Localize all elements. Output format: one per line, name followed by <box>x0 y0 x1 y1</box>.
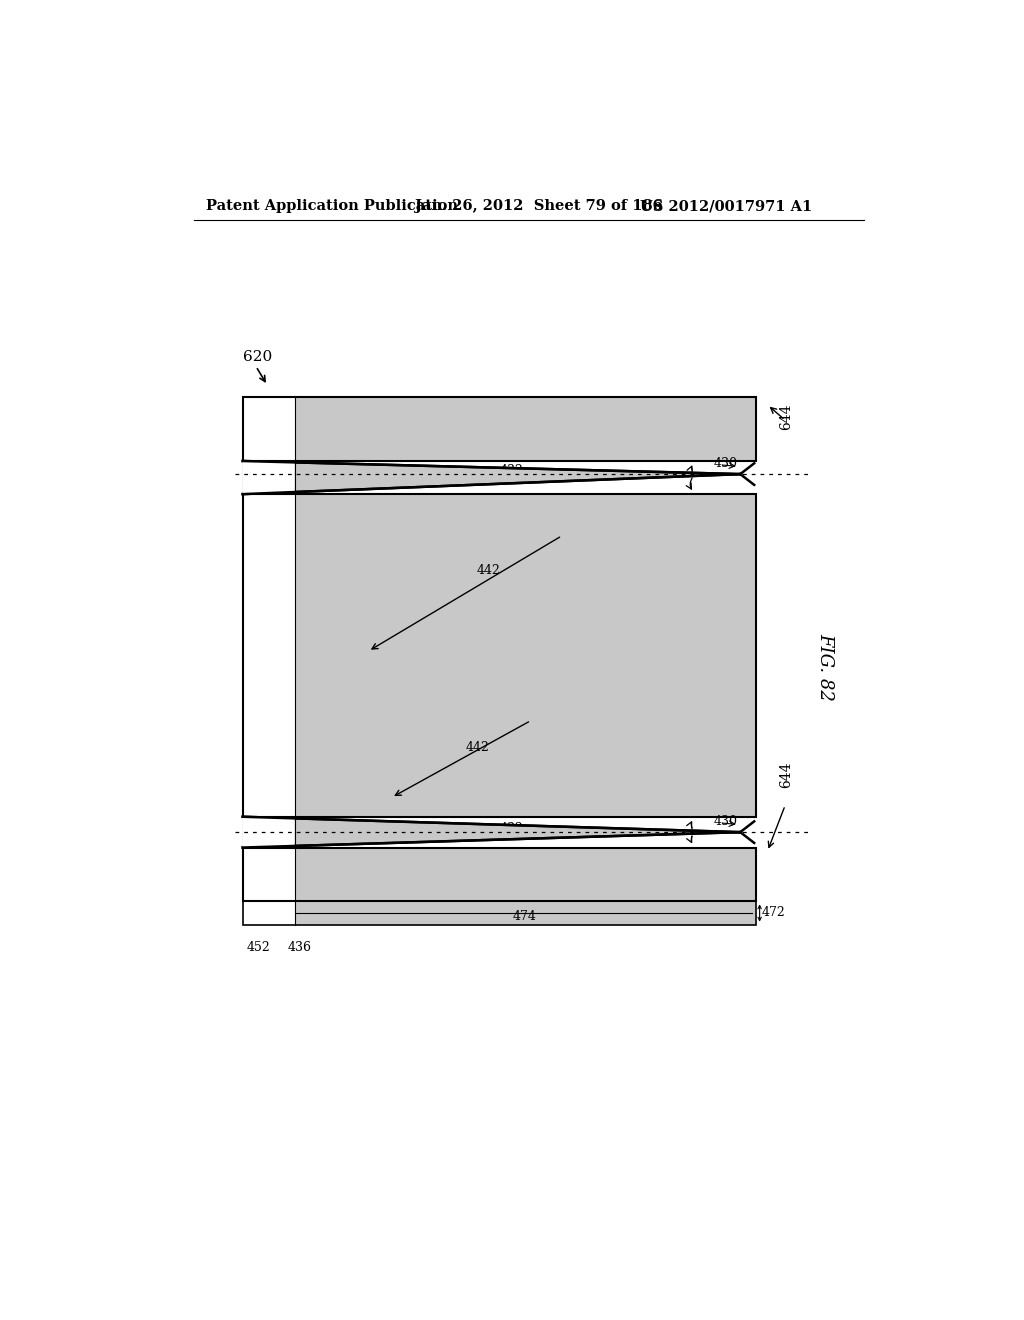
Bar <box>243 397 295 461</box>
Text: 452: 452 <box>247 941 270 954</box>
Bar <box>243 494 756 817</box>
Text: 436: 436 <box>288 941 311 954</box>
Text: 426: 426 <box>266 825 290 838</box>
Bar <box>295 494 756 817</box>
Text: 644: 644 <box>779 762 793 788</box>
Bar <box>295 902 756 924</box>
Text: US 2012/0017971 A1: US 2012/0017971 A1 <box>640 199 812 213</box>
Text: 442: 442 <box>477 564 501 577</box>
Bar <box>243 494 295 817</box>
Bar <box>295 847 756 902</box>
Bar <box>295 397 756 461</box>
Bar <box>243 847 295 902</box>
Text: 474: 474 <box>513 911 537 924</box>
Text: Patent Application Publication: Patent Application Publication <box>206 199 458 213</box>
Text: 442: 442 <box>465 741 489 754</box>
Text: 644: 644 <box>779 403 793 429</box>
Polygon shape <box>243 461 740 494</box>
Bar <box>243 847 756 902</box>
Bar <box>243 902 295 924</box>
Polygon shape <box>243 461 295 494</box>
Text: 430: 430 <box>713 814 737 828</box>
Text: 426: 426 <box>266 467 290 480</box>
Text: 472: 472 <box>762 907 785 920</box>
Text: 430: 430 <box>713 457 737 470</box>
Bar <box>243 397 756 461</box>
Polygon shape <box>243 817 295 847</box>
Text: Jan. 26, 2012  Sheet 79 of 186: Jan. 26, 2012 Sheet 79 of 186 <box>415 199 663 213</box>
Text: FIG. 82: FIG. 82 <box>816 632 835 701</box>
Text: 432: 432 <box>500 463 524 477</box>
Text: 620: 620 <box>243 350 272 364</box>
Bar <box>243 902 756 924</box>
Polygon shape <box>243 817 740 847</box>
Text: 432: 432 <box>500 822 524 834</box>
